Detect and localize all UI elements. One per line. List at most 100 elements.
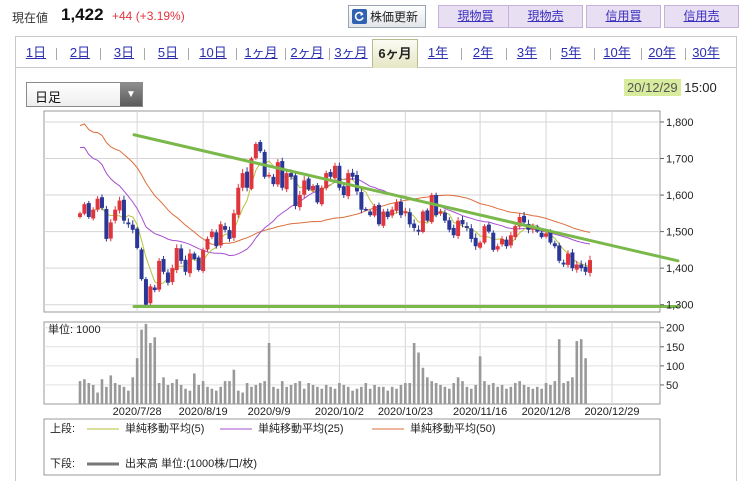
candle-down xyxy=(359,192,364,210)
tab-3m[interactable]: 3ヶ月 xyxy=(334,45,368,60)
candle-down xyxy=(552,243,557,247)
volume-bar xyxy=(355,388,359,404)
volume-bar xyxy=(351,390,354,404)
tab-10y[interactable]: 10年 xyxy=(603,45,631,60)
candle-down xyxy=(363,208,368,211)
volume-bar xyxy=(263,381,266,404)
candle-up xyxy=(275,162,280,185)
candle-up xyxy=(372,206,377,216)
volume-bar xyxy=(324,384,328,404)
candle-down xyxy=(183,259,188,272)
volume-bar xyxy=(298,381,302,404)
tab-5d[interactable]: 5日 xyxy=(157,45,179,60)
candle-up xyxy=(566,253,571,265)
candle-up xyxy=(253,143,258,159)
candle-down xyxy=(165,272,170,283)
tab-2y[interactable]: 2年 xyxy=(472,45,494,60)
tab-1d[interactable]: 1日 xyxy=(25,45,47,60)
margin-buy-button[interactable]: 信用買 xyxy=(586,5,661,28)
refresh-price-button[interactable]: 株価更新 xyxy=(348,5,426,28)
candle-up xyxy=(302,180,307,195)
candle-up xyxy=(249,158,254,189)
volume-bar xyxy=(144,323,148,404)
tab-1y[interactable]: 1年 xyxy=(427,45,449,60)
candle-down xyxy=(504,239,509,247)
tab-2m[interactable]: 2ヶ月 xyxy=(290,45,324,60)
tab-2d[interactable]: 2日 xyxy=(69,45,91,60)
resistance-trendline xyxy=(132,133,680,263)
price-tick-label: 1,300 xyxy=(666,300,694,312)
ma50-line xyxy=(79,123,591,245)
volume-bar xyxy=(469,388,473,404)
candle-up xyxy=(91,209,96,219)
tab-separator xyxy=(550,48,551,60)
volume-bar xyxy=(201,381,205,404)
candle-down xyxy=(561,262,566,265)
volume-bar xyxy=(430,381,434,404)
margin-sell-button[interactable]: 信用売 xyxy=(664,5,739,28)
tab-10d[interactable]: 10日 xyxy=(199,45,227,60)
candle-up xyxy=(82,204,87,214)
candle-down xyxy=(196,257,201,270)
trend-lines xyxy=(132,133,680,309)
tab-3d[interactable]: 3日 xyxy=(113,45,135,60)
candle-down xyxy=(350,172,355,177)
volume-bar xyxy=(377,386,381,404)
volume-bar xyxy=(118,384,121,404)
spot-buy-button[interactable]: 現物買 xyxy=(438,5,513,28)
volume-bar xyxy=(404,383,407,404)
volume-bar xyxy=(250,386,253,404)
spot-sell-button[interactable]: 現物売 xyxy=(508,5,583,28)
chart-datetime: 20/12/29 15:00 xyxy=(624,79,717,96)
candle-period-select[interactable]: 日足 ▼ xyxy=(26,82,143,107)
candle-up xyxy=(429,195,434,223)
date-tick-label: 2020/10/23 xyxy=(378,406,433,418)
volume-bar xyxy=(382,386,385,404)
tab-3y[interactable]: 3年 xyxy=(516,45,538,60)
volume-bar xyxy=(395,388,398,404)
date-tick-label: 2020/7/28 xyxy=(113,406,162,418)
current-price-label: 現在値 xyxy=(12,11,49,25)
tab-30y[interactable]: 30年 xyxy=(692,45,720,60)
candle-up xyxy=(297,195,302,208)
volume-bar xyxy=(166,384,170,404)
tab-6m[interactable]: 6ヶ月 xyxy=(372,39,418,68)
volume-bar xyxy=(316,386,319,404)
volume-bar xyxy=(232,369,236,404)
tab-1m[interactable]: 1ヶ月 xyxy=(244,45,278,60)
candle-up xyxy=(311,185,316,191)
candle-down xyxy=(179,248,184,261)
candle-down xyxy=(214,232,219,247)
candle-down xyxy=(341,186,346,196)
volume-bar xyxy=(223,381,227,404)
volume-bar xyxy=(346,386,350,404)
tab-separator xyxy=(236,48,237,60)
volume-bar xyxy=(360,386,363,404)
chart-legend: 上段: 単純移動平均(5) 単純移動平均(25) 単純移動平均(50) 下段: 出来高 単… xyxy=(43,418,661,476)
volume-bar xyxy=(535,386,539,404)
refresh-icon xyxy=(352,9,367,24)
volume-bar xyxy=(294,383,297,404)
legend-ma-label: 単純移動平均(5) xyxy=(125,421,204,435)
volume-unit-label: 単位: 1000 xyxy=(48,322,101,336)
volume-bar xyxy=(210,388,214,404)
volume-bar xyxy=(513,383,517,404)
candle-down xyxy=(385,211,390,217)
price-plot-frame xyxy=(43,110,661,313)
volume-bar xyxy=(285,386,288,404)
candle-up xyxy=(231,213,236,238)
candle-down xyxy=(548,231,553,243)
volume-bar xyxy=(236,390,240,404)
volume-bar xyxy=(193,373,196,404)
candle-down xyxy=(451,227,456,236)
volume-bar xyxy=(579,339,583,404)
tab-5y[interactable]: 5年 xyxy=(560,45,582,60)
volume-bar xyxy=(452,383,456,404)
volume-bar xyxy=(338,383,341,404)
candle-up xyxy=(394,202,399,211)
volume-bar xyxy=(254,384,258,404)
candle-down xyxy=(99,197,104,208)
tab-20y[interactable]: 20年 xyxy=(648,45,676,60)
candle-down xyxy=(398,201,403,216)
candle-up xyxy=(508,235,513,246)
